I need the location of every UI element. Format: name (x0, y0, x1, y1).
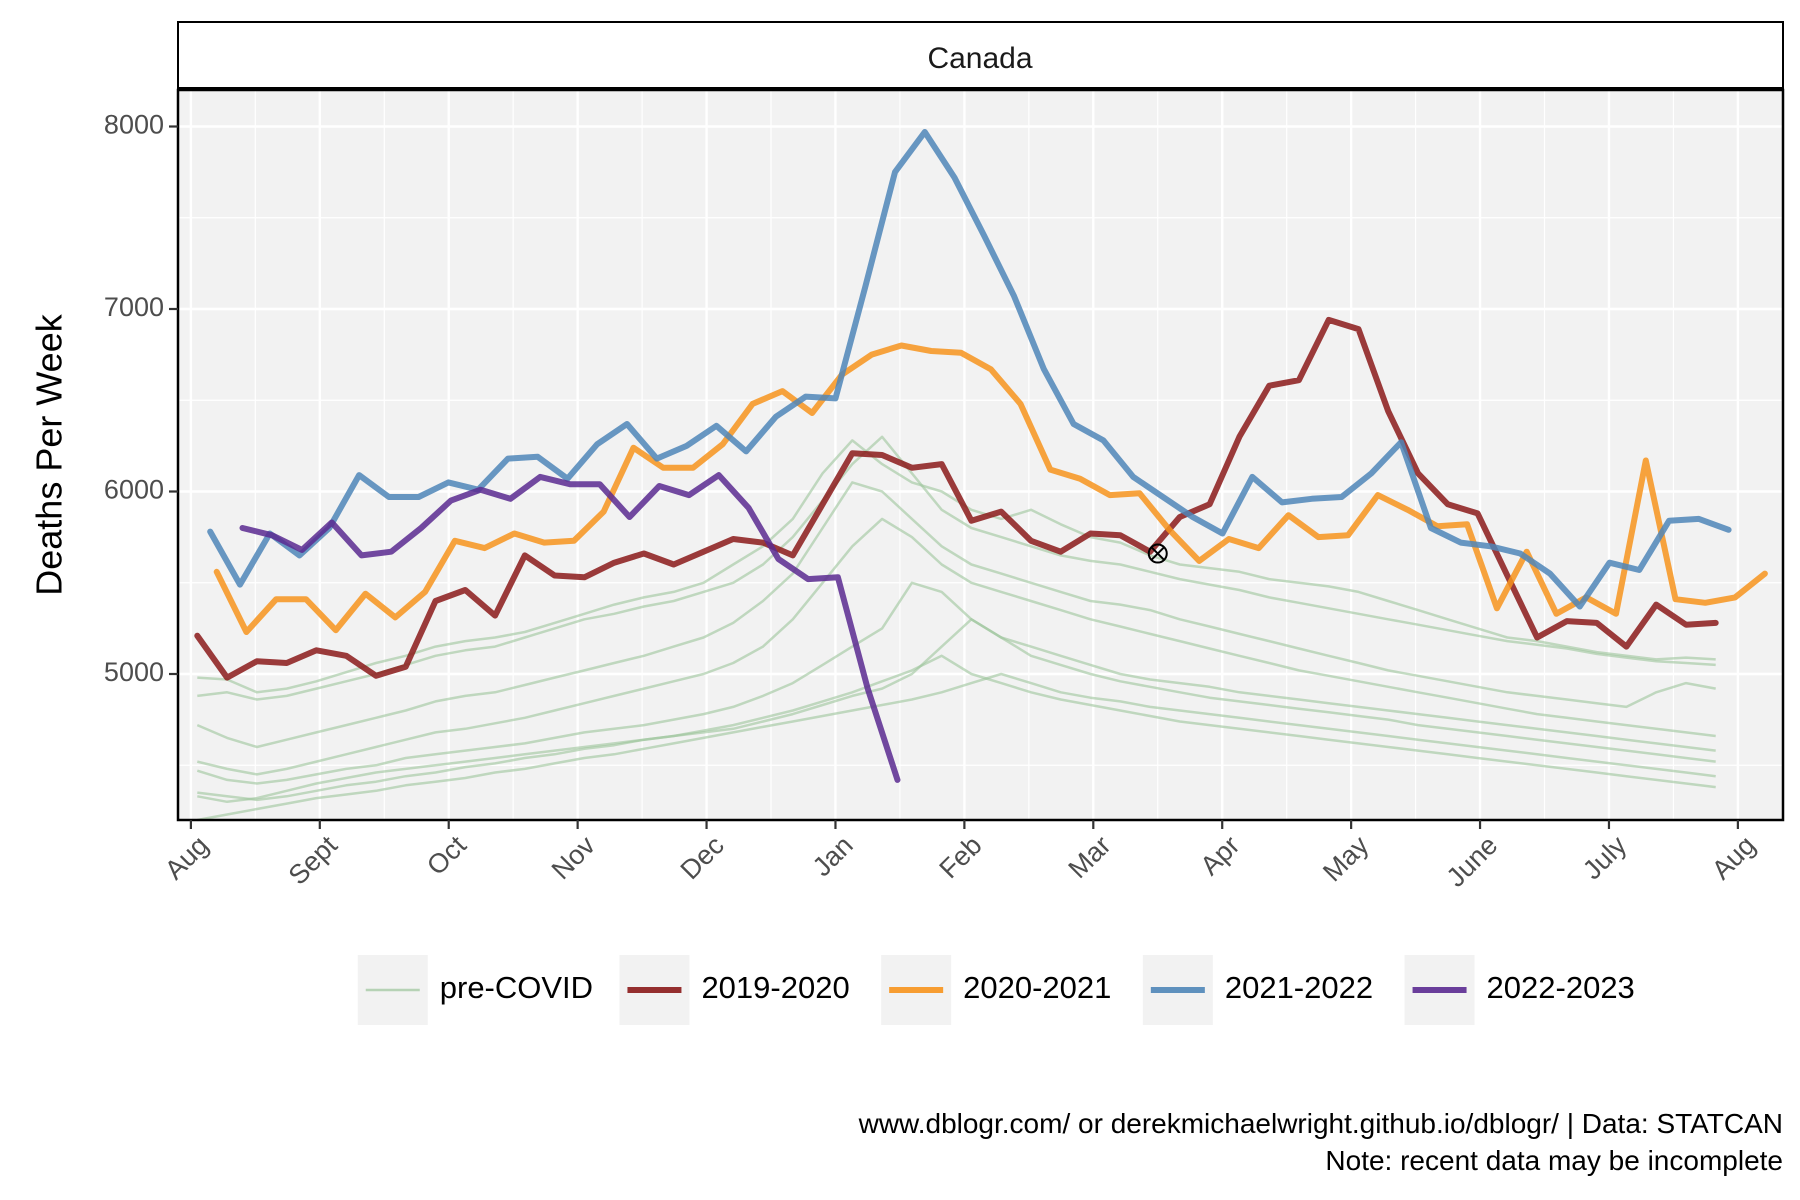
pre-covid-line-7 (197, 672, 1716, 822)
pre-covid-line-1 (197, 439, 1716, 694)
x-tick-label: June (1441, 830, 1504, 893)
y-axis-title: Deaths Per Week (29, 313, 70, 595)
legend-label: pre-COVID (440, 970, 593, 1005)
pre-covid-line-5 (196, 581, 1716, 785)
series-line-2019-2020 (194, 316, 1719, 681)
legend: pre-COVID 2019-2020 2020-2021 2021-2022 2022… (357, 955, 1635, 1025)
legend-item-2021-2022: 2021-2022 (1142, 955, 1373, 1025)
pre-covid-line-6 (197, 618, 1716, 804)
legend-label: 2020-2021 (963, 970, 1111, 1005)
x-tick-label: Jan (807, 830, 859, 882)
y-tick-label: 7000 (104, 292, 164, 322)
y-tick-label: 6000 (104, 475, 164, 505)
pre-covid-lines (196, 435, 1716, 822)
pre-covid-line-3 (196, 481, 1716, 749)
pre-covid-line-2 (197, 435, 1716, 701)
panel-border (176, 88, 1785, 822)
caption-line-1: www.dblogr.com/ or derekmichaelwright.gi… (858, 1108, 1783, 1139)
series-line-2022-2023 (239, 472, 901, 783)
x-tick-label: Feb (934, 830, 988, 884)
x-tick-label: Aug (159, 830, 214, 885)
x-tick-label: Oct (421, 830, 472, 881)
marker (1147, 543, 1168, 564)
marker-circle (1147, 543, 1168, 564)
legend-label: 2019-2020 (701, 970, 849, 1005)
x-tick-label: Apr (1195, 830, 1246, 881)
x-tick-label: May (1317, 830, 1375, 888)
legend-item-2020-2021: 2020-2021 (881, 955, 1111, 1025)
legend-item-pre-COVID: pre-COVID (357, 955, 593, 1025)
series-line-2020-2021 (213, 342, 1768, 635)
y-tick-label: 8000 (104, 110, 164, 140)
facet-strip (177, 21, 1784, 89)
plot-panel (178, 90, 1783, 820)
x-axis: Aug Sept Oct Nov Dec Jan Feb Mar Apr May June July A… (159, 820, 1761, 893)
pre-covid-line-8 (197, 654, 1716, 802)
x-tick-label: Dec (675, 830, 730, 885)
y-axis: 5000 6000 7000 8000 (104, 110, 178, 687)
legend-item-2022-2023: 2022-2023 (1404, 955, 1635, 1025)
x-tick-label: Aug (1706, 830, 1761, 885)
marker-cross-b (1150, 546, 1165, 561)
facet-title: Canada (927, 42, 1032, 75)
pre-covid-line-4 (197, 517, 1716, 776)
x-tick-label: Mar (1062, 830, 1116, 884)
legend-item-2019-2020: 2019-2020 (619, 955, 850, 1025)
season-lines (194, 129, 1768, 783)
x-tick-label: Sept (283, 830, 344, 891)
y-tick-label: 5000 (104, 657, 164, 687)
x-tick-label: Nov (546, 830, 602, 886)
legend-label: 2022-2023 (1487, 970, 1635, 1005)
series-line-2021-2022 (207, 129, 1732, 610)
x-tick-label: July (1577, 830, 1633, 886)
caption-line-2: Note: recent data may be incomplete (1325, 1145, 1783, 1176)
legend-label: 2021-2022 (1225, 970, 1373, 1005)
